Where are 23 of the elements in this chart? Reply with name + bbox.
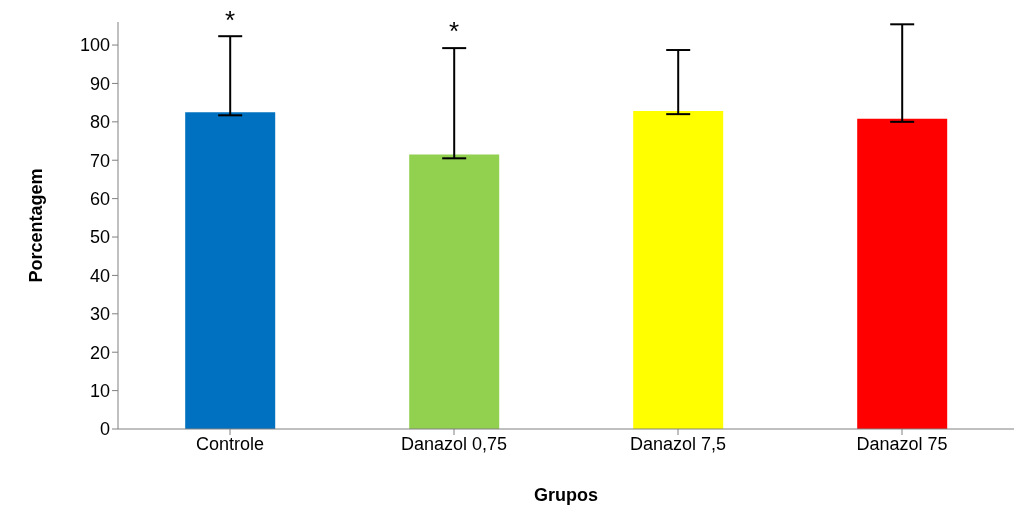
y-tick-label: 70 — [89, 150, 110, 171]
y-tick-label: 80 — [89, 112, 110, 133]
x-tick-label: Danazol 0,75 — [400, 433, 508, 454]
y-axis-title: Porcentagem — [26, 168, 47, 283]
y-tick-label: 60 — [89, 189, 110, 210]
x-tick-label: Danazol 75 — [856, 433, 948, 454]
y-tick-label: 30 — [89, 304, 110, 325]
bar — [857, 118, 948, 429]
bar — [633, 111, 724, 429]
annotation: * — [224, 4, 236, 35]
annotation: * — [448, 16, 460, 47]
y-tick-label: 40 — [89, 265, 110, 286]
bar — [409, 154, 500, 429]
y-tick-label: 20 — [89, 342, 110, 363]
x-tick-label: Danazol 7,5 — [629, 433, 727, 454]
x-tick-label: Controle — [195, 433, 265, 454]
bar — [185, 112, 276, 429]
x-axis-title: Grupos — [533, 485, 599, 505]
y-tick-label: 50 — [89, 227, 110, 248]
y-tick-label: 0 — [99, 419, 110, 440]
y-tick-label: 90 — [89, 73, 110, 94]
y-tick-label: 10 — [89, 380, 110, 401]
y-tick-label: 100 — [79, 35, 110, 56]
